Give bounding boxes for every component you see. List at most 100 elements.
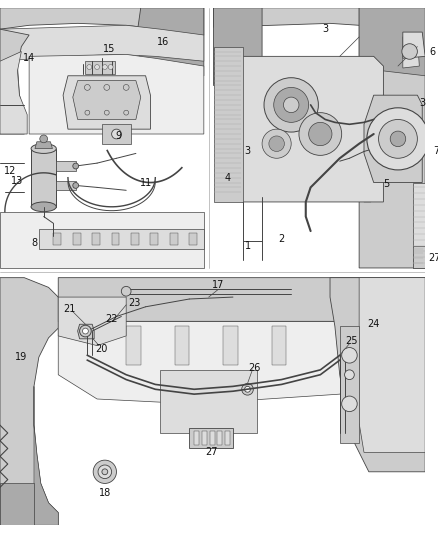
Circle shape bbox=[367, 108, 429, 170]
Polygon shape bbox=[58, 321, 369, 404]
Text: 3: 3 bbox=[244, 147, 251, 157]
Polygon shape bbox=[189, 233, 197, 245]
Polygon shape bbox=[31, 149, 57, 207]
Text: 15: 15 bbox=[102, 44, 115, 54]
Polygon shape bbox=[210, 431, 215, 445]
Polygon shape bbox=[102, 124, 131, 144]
Polygon shape bbox=[340, 326, 359, 443]
Polygon shape bbox=[57, 181, 76, 190]
Circle shape bbox=[345, 370, 354, 379]
Text: 22: 22 bbox=[106, 314, 118, 325]
Polygon shape bbox=[223, 326, 238, 365]
Polygon shape bbox=[73, 80, 141, 119]
Polygon shape bbox=[330, 278, 425, 472]
Text: 20: 20 bbox=[96, 344, 108, 353]
Text: 24: 24 bbox=[367, 319, 380, 329]
Circle shape bbox=[73, 163, 79, 169]
Text: 8: 8 bbox=[31, 238, 37, 248]
Polygon shape bbox=[403, 32, 425, 58]
Ellipse shape bbox=[31, 144, 57, 154]
Circle shape bbox=[274, 87, 309, 123]
Polygon shape bbox=[0, 483, 34, 525]
Polygon shape bbox=[359, 278, 425, 453]
Circle shape bbox=[283, 97, 299, 112]
Polygon shape bbox=[0, 52, 27, 134]
Polygon shape bbox=[175, 326, 189, 365]
Circle shape bbox=[269, 136, 284, 151]
Polygon shape bbox=[0, 278, 68, 525]
Text: 17: 17 bbox=[212, 280, 225, 290]
Polygon shape bbox=[58, 278, 425, 326]
Circle shape bbox=[299, 112, 342, 155]
Text: 3: 3 bbox=[322, 24, 328, 34]
Polygon shape bbox=[57, 161, 76, 171]
Polygon shape bbox=[63, 76, 150, 129]
Text: 1: 1 bbox=[244, 240, 251, 251]
Polygon shape bbox=[73, 233, 81, 245]
Circle shape bbox=[123, 85, 129, 90]
Text: 2: 2 bbox=[279, 234, 285, 244]
Text: 12: 12 bbox=[4, 166, 16, 176]
Circle shape bbox=[309, 123, 332, 146]
Text: 14: 14 bbox=[23, 53, 35, 63]
Polygon shape bbox=[0, 8, 204, 268]
Circle shape bbox=[82, 328, 88, 334]
Circle shape bbox=[378, 119, 417, 158]
Text: 27: 27 bbox=[205, 447, 218, 457]
Ellipse shape bbox=[31, 202, 57, 212]
Polygon shape bbox=[34, 386, 58, 525]
Circle shape bbox=[124, 110, 129, 115]
Polygon shape bbox=[58, 297, 126, 345]
Circle shape bbox=[87, 64, 92, 69]
Circle shape bbox=[102, 64, 107, 69]
Text: 25: 25 bbox=[345, 336, 357, 346]
Polygon shape bbox=[131, 233, 139, 245]
Text: 13: 13 bbox=[11, 175, 24, 185]
Text: 11: 11 bbox=[139, 177, 152, 188]
Circle shape bbox=[112, 129, 121, 139]
Circle shape bbox=[244, 386, 251, 392]
Circle shape bbox=[104, 85, 110, 90]
Circle shape bbox=[264, 78, 318, 132]
Circle shape bbox=[121, 286, 131, 296]
Polygon shape bbox=[214, 47, 243, 202]
Text: 3: 3 bbox=[419, 98, 425, 108]
Text: 21: 21 bbox=[64, 304, 76, 314]
Text: 26: 26 bbox=[248, 363, 261, 373]
Polygon shape bbox=[272, 326, 286, 365]
Polygon shape bbox=[194, 431, 199, 445]
Polygon shape bbox=[364, 95, 422, 182]
Polygon shape bbox=[364, 66, 374, 202]
Polygon shape bbox=[403, 37, 419, 68]
Polygon shape bbox=[85, 61, 114, 74]
Circle shape bbox=[93, 460, 117, 483]
Circle shape bbox=[104, 110, 109, 115]
Text: 9: 9 bbox=[115, 131, 121, 141]
Polygon shape bbox=[189, 428, 233, 448]
Polygon shape bbox=[0, 278, 425, 525]
Polygon shape bbox=[92, 233, 100, 245]
Circle shape bbox=[98, 465, 112, 479]
Polygon shape bbox=[214, 8, 425, 32]
Polygon shape bbox=[150, 233, 158, 245]
Polygon shape bbox=[359, 8, 425, 76]
Circle shape bbox=[342, 396, 357, 411]
Polygon shape bbox=[53, 233, 61, 245]
Circle shape bbox=[242, 383, 253, 395]
Polygon shape bbox=[126, 326, 141, 365]
Polygon shape bbox=[233, 56, 383, 202]
Polygon shape bbox=[202, 431, 207, 445]
Polygon shape bbox=[160, 370, 257, 433]
Polygon shape bbox=[29, 54, 204, 134]
Circle shape bbox=[262, 129, 291, 158]
Circle shape bbox=[108, 64, 113, 69]
Polygon shape bbox=[0, 212, 204, 268]
Circle shape bbox=[73, 182, 79, 188]
Polygon shape bbox=[0, 8, 204, 35]
Polygon shape bbox=[78, 324, 94, 339]
Circle shape bbox=[95, 64, 99, 69]
Text: 4: 4 bbox=[225, 173, 231, 183]
Polygon shape bbox=[136, 8, 204, 76]
Polygon shape bbox=[413, 246, 425, 268]
Polygon shape bbox=[112, 233, 120, 245]
